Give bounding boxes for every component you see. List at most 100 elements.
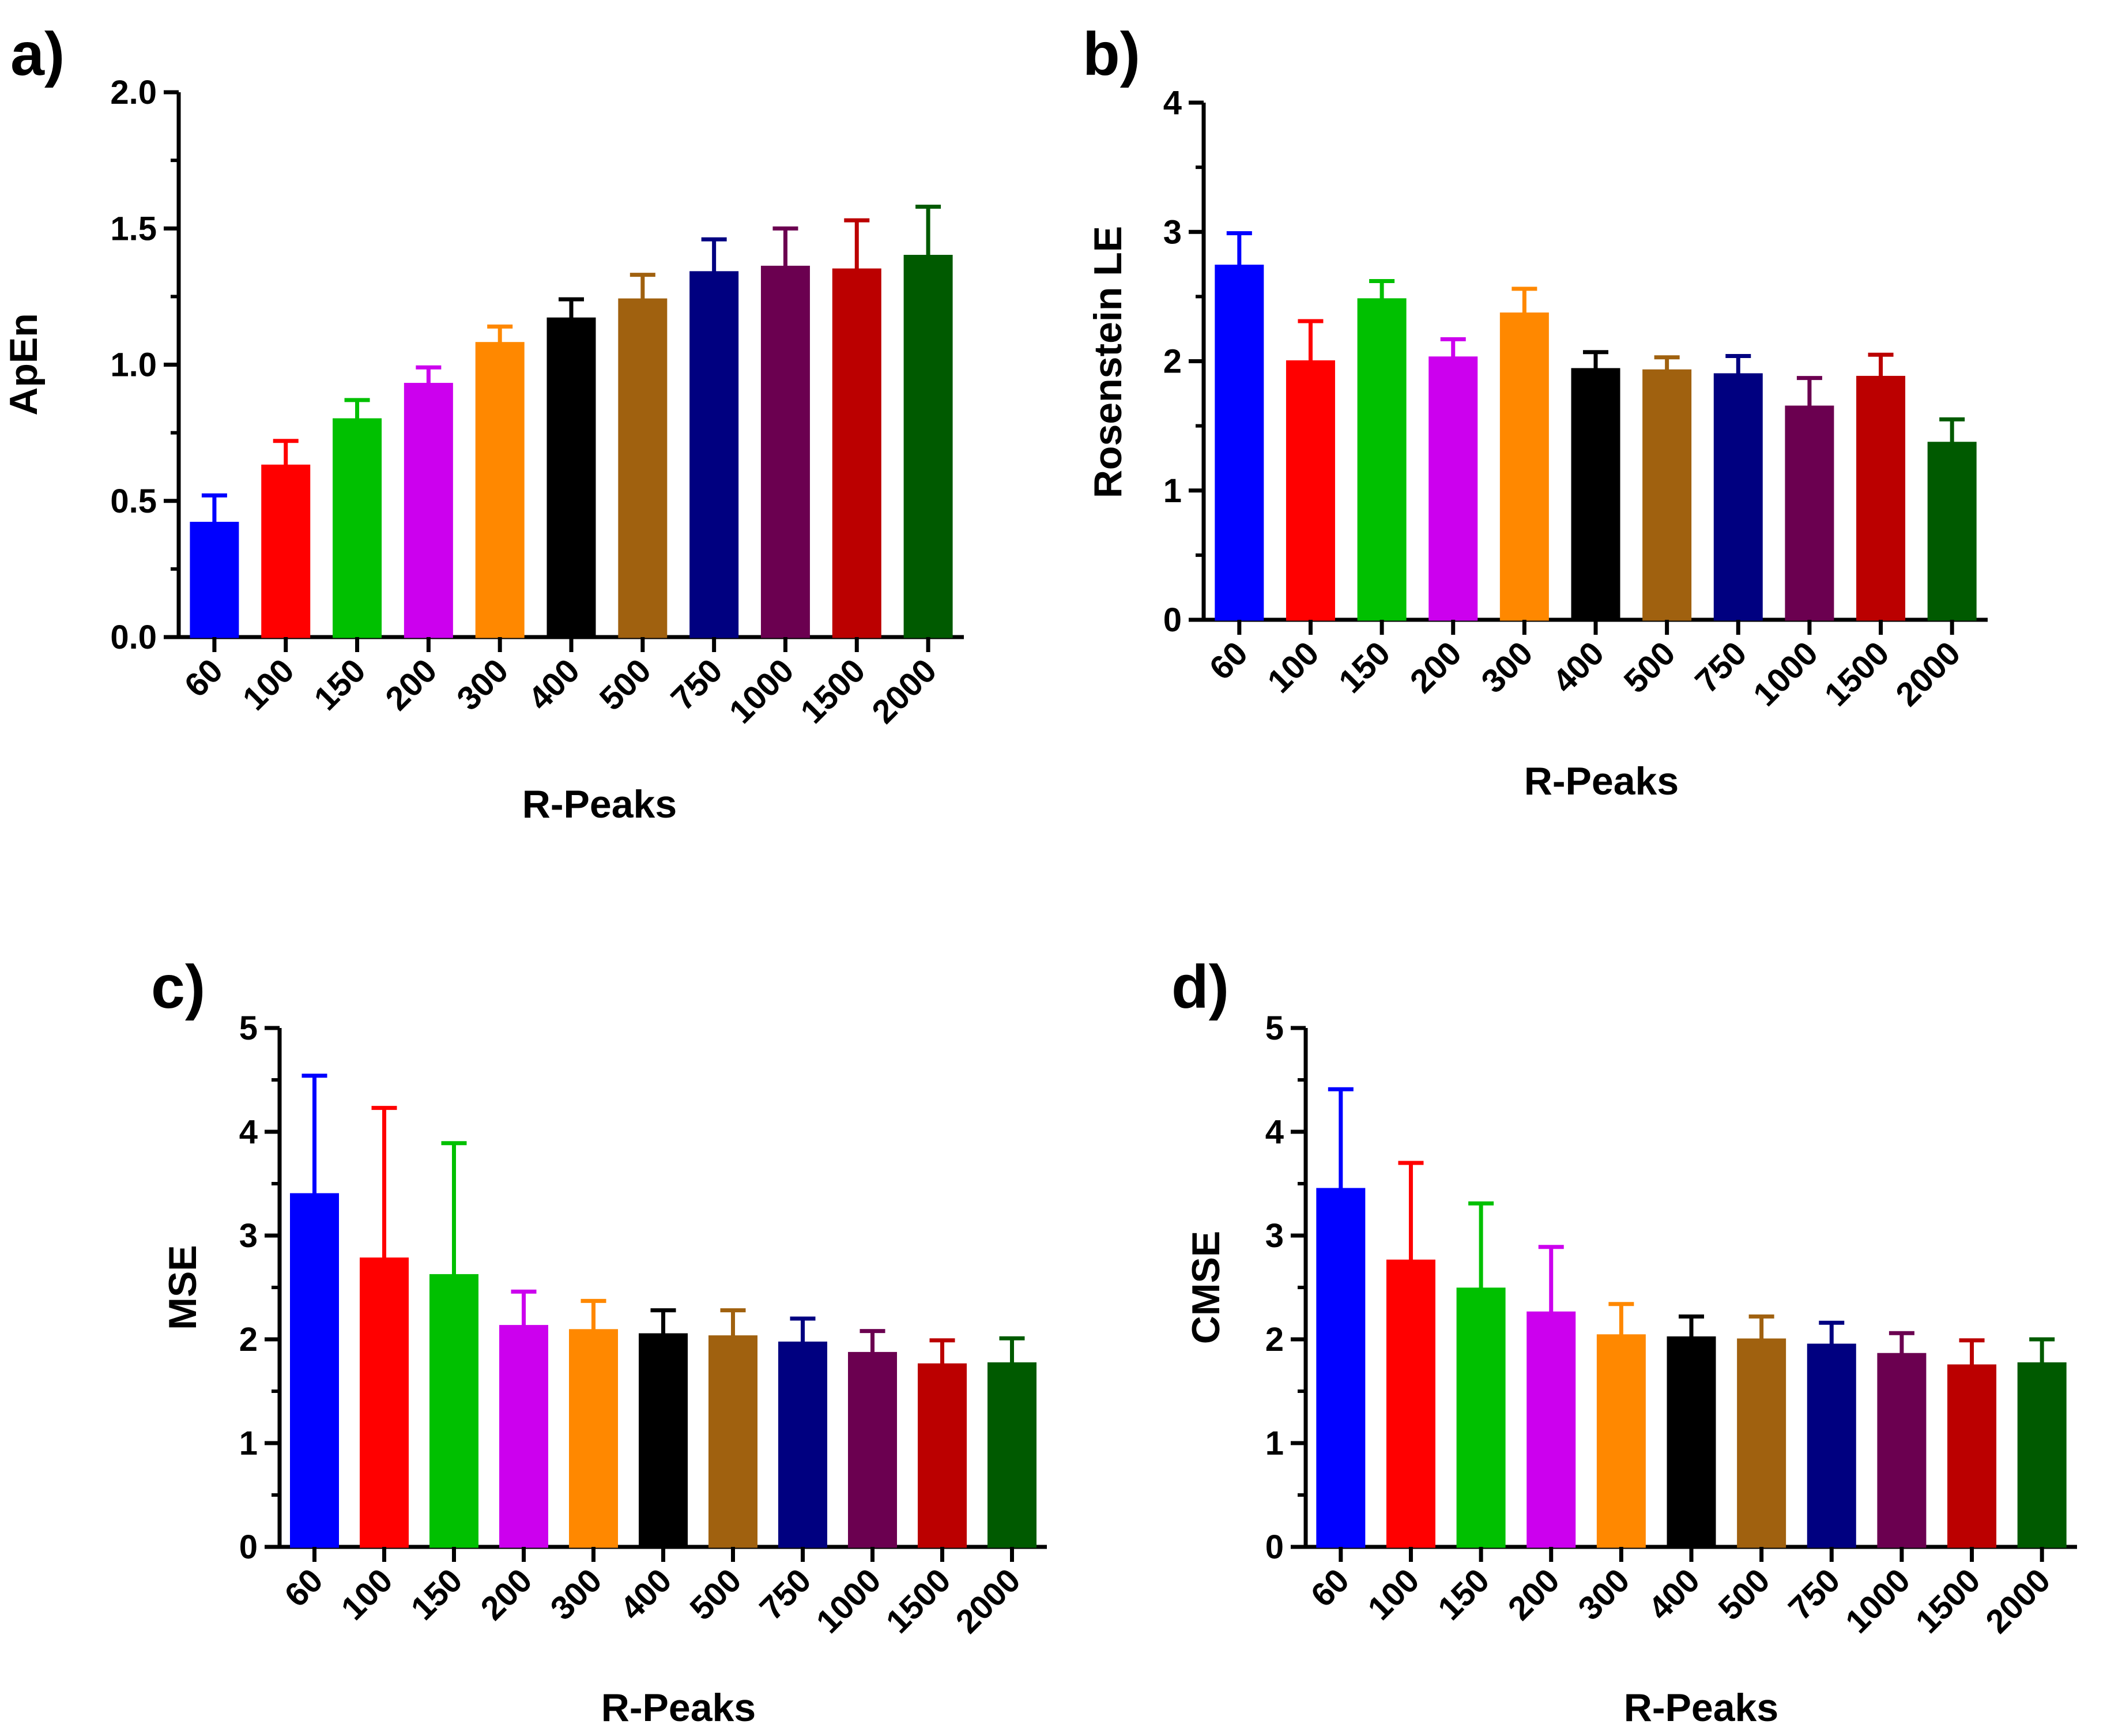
y-tick-label: 2: [1163, 343, 1182, 381]
bar-100: [1286, 360, 1335, 621]
y-axis-title: MSE: [161, 1245, 205, 1330]
y-axis-title: ApEn: [2, 313, 46, 416]
bar-100: [1386, 1259, 1435, 1548]
x-tick-label: 1500: [793, 652, 872, 730]
bar-1000: [760, 265, 810, 638]
bar-1000: [1877, 1353, 1927, 1548]
x-tick-label: 400: [521, 652, 587, 717]
y-tick-label: 0.0: [110, 619, 157, 656]
y-tick-label: 4: [239, 1113, 258, 1151]
bar-500: [1642, 369, 1692, 621]
panel-letter: c): [151, 953, 205, 1021]
y-axis-title: Rosenstein LE: [1086, 226, 1130, 498]
y-tick-label: 1.0: [110, 347, 157, 384]
x-axis-title: R-Peaks: [601, 1686, 756, 1730]
x-tick-label: 100: [1360, 1561, 1426, 1627]
bar-2000: [1927, 442, 1977, 621]
y-tick-label: 1: [1163, 472, 1182, 510]
x-tick-label: 400: [1641, 1561, 1707, 1627]
x-tick-label: 200: [378, 652, 444, 717]
x-tick-label: 60: [1202, 634, 1255, 687]
bar-300: [475, 342, 525, 638]
x-tick-label: 100: [334, 1561, 399, 1627]
y-tick-label: 1: [239, 1425, 258, 1462]
bar-60: [1215, 265, 1264, 621]
bar-60: [190, 522, 239, 638]
x-tick-label: 500: [1711, 1561, 1777, 1627]
x-tick-label: 60: [1303, 1561, 1356, 1614]
bar-60: [290, 1193, 339, 1548]
x-tick-label: 500: [683, 1561, 748, 1627]
x-tick-label: 300: [543, 1561, 609, 1627]
bar-500: [708, 1335, 757, 1548]
x-tick-label: 100: [236, 652, 301, 717]
y-tick-label: 1.5: [110, 210, 157, 247]
panel-letter: a): [10, 20, 65, 88]
y-tick-label: 4: [1265, 1113, 1284, 1151]
bar-750: [689, 271, 739, 638]
panel-letter: b): [1083, 20, 1140, 88]
x-tick-label: 200: [1403, 634, 1469, 700]
bar-750: [1807, 1343, 1856, 1548]
bar-100: [360, 1257, 409, 1548]
x-tick-label: 1500: [879, 1561, 958, 1640]
x-tick-label: 400: [1546, 634, 1611, 700]
x-tick-label: 300: [450, 652, 515, 717]
x-tick-label: 300: [1571, 1561, 1637, 1627]
x-tick-label: 1000: [1838, 1561, 1917, 1640]
bar-500: [1737, 1338, 1786, 1548]
y-tick-label: 0: [239, 1528, 258, 1566]
y-tick-label: 3: [1163, 213, 1182, 251]
y-tick-label: 0: [1265, 1528, 1284, 1566]
bar-200: [1526, 1311, 1576, 1548]
x-tick-label: 150: [307, 652, 372, 717]
y-tick-label: 1: [1265, 1425, 1284, 1462]
x-tick-label: 750: [752, 1561, 818, 1627]
bar-150: [1456, 1287, 1506, 1548]
x-tick-label: 2000: [948, 1561, 1027, 1640]
bar-1500: [832, 268, 881, 638]
x-axis-title: R-Peaks: [1524, 759, 1679, 803]
bar-2000: [987, 1362, 1036, 1548]
bar-1500: [1856, 375, 1906, 621]
x-tick-label: 2000: [1889, 634, 1967, 713]
bar-100: [261, 464, 311, 638]
panel-letter: d): [1171, 953, 1229, 1021]
bar-150: [333, 418, 382, 638]
x-tick-label: 2000: [865, 652, 944, 730]
y-tick-label: 5: [239, 1010, 258, 1047]
y-tick-label: 0.5: [110, 483, 157, 520]
bar-200: [499, 1325, 548, 1548]
x-tick-label: 60: [277, 1561, 330, 1614]
bar-1500: [918, 1363, 967, 1548]
y-tick-label: 5: [1265, 1010, 1284, 1047]
bar-400: [546, 317, 596, 638]
y-tick-label: 4: [1163, 84, 1182, 122]
bar-150: [429, 1274, 478, 1548]
chart-panel-3: c) 0 1 2 3 4 5 60 100 150 200 300 400 500 750100015002…: [151, 953, 1047, 1730]
y-tick-label: 2: [239, 1321, 258, 1358]
x-tick-label: 1000: [1746, 634, 1825, 713]
bar-1000: [848, 1351, 897, 1548]
bar-300: [569, 1329, 618, 1548]
y-tick-label: 2.0: [110, 74, 157, 111]
x-tick-label: 500: [1616, 634, 1682, 700]
x-tick-label: 100: [1260, 634, 1326, 700]
x-tick-label: 400: [613, 1561, 679, 1627]
x-tick-label: 1000: [722, 652, 801, 730]
chart-panel-4: d) 0 1 2 3 4 5 60 100 150 200 300 400 500 750100015002…: [1171, 953, 2077, 1730]
x-tick-label: 1500: [1818, 634, 1897, 713]
x-tick-label: 750: [1781, 1561, 1847, 1627]
chart-panel-2: b) 0 1 2 3 4 60 100 150 200 300 400 500 7501000150020…: [1083, 20, 1988, 803]
x-axis-title: R-Peaks: [522, 782, 677, 826]
bar-200: [404, 383, 453, 638]
bar-2000: [903, 255, 953, 638]
x-axis-title: R-Peaks: [1624, 1686, 1778, 1730]
bar-500: [618, 298, 668, 638]
x-tick-label: 150: [404, 1561, 469, 1627]
x-tick-label: 2000: [1978, 1561, 2057, 1640]
y-tick-label: 3: [239, 1217, 258, 1255]
x-tick-label: 1500: [1909, 1561, 1988, 1640]
x-tick-label: 150: [1431, 1561, 1497, 1627]
bar-750: [1713, 373, 1763, 621]
